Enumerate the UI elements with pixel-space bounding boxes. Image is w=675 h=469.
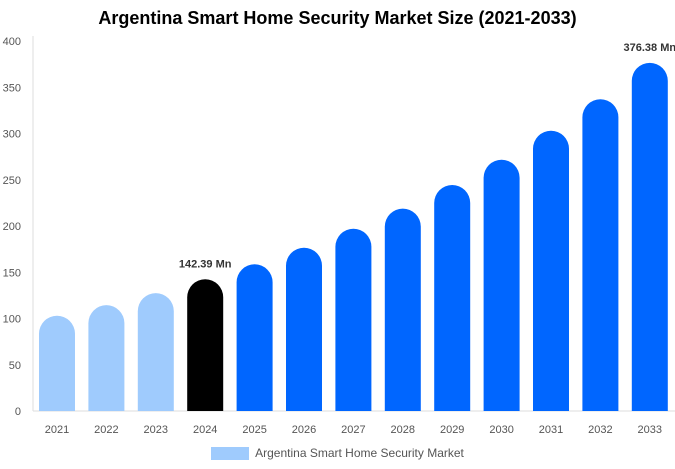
x-tick-label: 2026 [292,424,316,436]
bar-2032 [582,99,619,412]
x-tick-label: 2029 [440,424,464,436]
data-label-2024: 142.39 Mn [179,258,232,270]
x-tick-label: 2030 [489,424,513,436]
bar-2022 [88,305,125,411]
legend-label: Argentina Smart Home Security Market [255,446,464,460]
x-tick-label: 2033 [638,424,662,436]
x-tick-label: 2025 [242,424,266,436]
y-tick-label: 350 [3,82,21,94]
bar-2021 [39,315,75,411]
x-tick-label: 2028 [391,424,415,436]
legend-swatch [211,446,250,460]
x-tick-label: 2031 [539,424,563,436]
legend: Argentina Smart Home Security Market [0,446,675,460]
y-tick-label: 100 [3,314,21,326]
y-tick-label: 50 [9,360,21,372]
bar-2024 [187,279,224,411]
bar-2025 [236,264,273,411]
x-tick-label: 2022 [94,424,118,436]
y-tick-label: 400 [3,36,21,48]
bar-2023 [137,293,174,411]
bar-2030 [483,159,520,411]
y-tick-label: 0 [15,406,21,418]
bar-2033 [631,62,668,411]
y-tick-label: 300 [3,129,21,141]
bar-2028 [384,208,421,411]
x-tick-label: 2027 [341,424,365,436]
x-tick-label: 2021 [45,424,69,436]
bar-2031 [533,130,569,411]
x-tick-label: 2024 [193,424,217,436]
bar-2026 [286,247,322,411]
chart-title: Argentina Smart Home Security Market Siz… [98,8,577,28]
y-tick-label: 150 [3,267,21,279]
y-tick-label: 250 [3,175,21,187]
x-tick-label: 2032 [588,424,612,436]
bar-2027 [335,228,372,411]
bar-2029 [434,185,471,411]
data-label-2033: 376.38 Mn [624,42,675,54]
x-tick-label: 2023 [144,424,168,436]
y-tick-label: 200 [3,221,21,233]
